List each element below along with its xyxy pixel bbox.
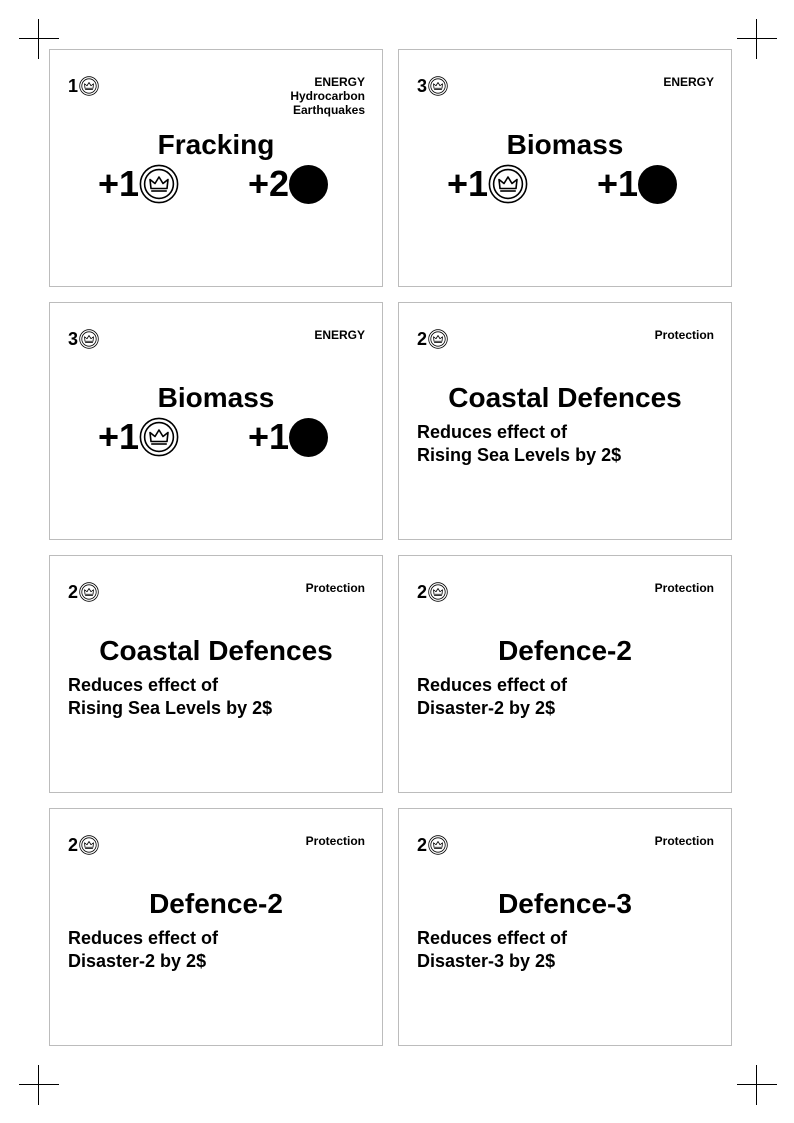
- card-title: Biomass: [506, 129, 624, 160]
- effect-resource: +2: [248, 162, 329, 206]
- card-category: ENERGY: [663, 75, 714, 89]
- card-cost: 1: [68, 76, 99, 96]
- card-cost: 2: [417, 329, 448, 349]
- crown-coin-icon: [428, 76, 448, 96]
- card-effects: +1 +2: [50, 162, 382, 206]
- category-label: ENERGY: [663, 75, 714, 89]
- category-label: Protection: [654, 581, 714, 595]
- card-cost: 2: [68, 582, 99, 602]
- card-effects: +1 +1: [399, 162, 731, 206]
- effect-value: +1: [98, 416, 140, 457]
- crown-coin-icon: [428, 835, 448, 855]
- card-defence-2: 2 Protection Defence-2 Reduces effect of…: [398, 555, 732, 793]
- effect-value: +1: [447, 163, 489, 204]
- cost-value: 1: [68, 76, 79, 96]
- card-description: Reduces effect of Rising Sea Levels by 2…: [417, 421, 621, 467]
- card-category: Protection: [655, 834, 714, 848]
- card-fracking: 1 ENERGY Hydrocarbon Earthquakes Frackin…: [49, 49, 383, 287]
- card-coastal-defences: 2 Protection Coastal Defences Reduces ef…: [398, 302, 732, 540]
- card-defence-2: 2 Protection Defence-2 Reduces effect of…: [49, 808, 383, 1046]
- cost-value: 2: [68, 582, 79, 602]
- effect-resource: +1: [248, 415, 329, 459]
- card-biomass: 3 ENERGY Biomass +1 +1: [49, 302, 383, 540]
- category-label: Protection: [654, 834, 714, 848]
- cost-value: 3: [417, 76, 428, 96]
- cost-value: 2: [68, 835, 79, 855]
- black-dot-icon: [289, 164, 329, 204]
- card-title: Defence-3: [498, 888, 632, 919]
- card-cost: 2: [417, 582, 448, 602]
- description-line: Reduces effect of: [68, 928, 219, 948]
- card-description: Reduces effect of Disaster-3 by 2$: [417, 927, 567, 973]
- effect-coin: +1: [447, 162, 528, 206]
- card-category: ENERGY: [314, 328, 365, 342]
- description-line: Disaster-3 by 2$: [417, 951, 556, 971]
- crown-coin-icon: [428, 582, 448, 602]
- crown-coin-icon: [428, 329, 448, 349]
- description-line: Disaster-2 by 2$: [68, 951, 207, 971]
- cost-value: 3: [68, 329, 79, 349]
- crown-coin-icon: [139, 417, 179, 457]
- black-dot-icon: [638, 164, 678, 204]
- crop-mark-bottom-right: [737, 1065, 777, 1105]
- crown-coin-icon: [488, 164, 528, 204]
- category-label: ENERGY: [314, 328, 365, 342]
- effect-value: +2: [248, 163, 290, 204]
- card-description: Reduces effect of Disaster-2 by 2$: [68, 927, 218, 973]
- effect-value: +1: [597, 163, 639, 204]
- description-line: Reduces effect of: [417, 422, 568, 442]
- card-description: Reduces effect of Rising Sea Levels by 2…: [68, 674, 272, 720]
- effect-coin: +1: [98, 415, 179, 459]
- category-label: Protection: [305, 581, 365, 595]
- card-biomass: 3 ENERGY Biomass +1 +1: [398, 49, 732, 287]
- description-line: Reduces effect of: [68, 675, 219, 695]
- card-title: Coastal Defences: [99, 635, 333, 666]
- card-cost: 2: [417, 835, 448, 855]
- cost-value: 2: [417, 835, 428, 855]
- description-line: Disaster-2 by 2$: [417, 698, 556, 718]
- card-cost: 3: [68, 329, 99, 349]
- card-title: Defence-2: [149, 888, 283, 919]
- effect-resource: +1: [597, 162, 678, 206]
- effect-coin: +1: [98, 162, 179, 206]
- effect-value: +1: [248, 416, 290, 457]
- card-cost: 2: [68, 835, 99, 855]
- crown-coin-icon: [79, 582, 99, 602]
- cost-value: 2: [417, 582, 428, 602]
- category-label: ENERGY: [314, 75, 365, 89]
- category-label: Protection: [654, 328, 714, 342]
- black-dot-icon: [289, 417, 329, 457]
- card-coastal-defences: 2 Protection Coastal Defences Reduces ef…: [49, 555, 383, 793]
- crown-coin-icon: [79, 329, 99, 349]
- card-category: Protection: [655, 328, 714, 342]
- card-description: Reduces effect of Disaster-2 by 2$: [417, 674, 567, 720]
- card-defence-3: 2 Protection Defence-3 Reduces effect of…: [398, 808, 732, 1046]
- card-category: ENERGY Hydrocarbon Earthquakes: [290, 75, 365, 117]
- card-cost: 3: [417, 76, 448, 96]
- card-title: Biomass: [157, 382, 275, 413]
- crop-mark-bottom-left: [19, 1065, 59, 1105]
- crown-coin-icon: [139, 164, 179, 204]
- crown-coin-icon: [79, 76, 99, 96]
- category-subtype: Hydrocarbon: [290, 89, 365, 103]
- card-category: Protection: [655, 581, 714, 595]
- card-title: Coastal Defences: [448, 382, 682, 413]
- card-title: Defence-2: [498, 635, 632, 666]
- effect-value: +1: [98, 163, 140, 204]
- description-line: Rising Sea Levels by 2$: [417, 445, 622, 465]
- description-line: Rising Sea Levels by 2$: [68, 698, 273, 718]
- card-category: Protection: [306, 581, 365, 595]
- description-line: Reduces effect of: [417, 928, 568, 948]
- crop-mark-top-right: [737, 19, 777, 59]
- crown-coin-icon: [79, 835, 99, 855]
- category-hazard: Earthquakes: [292, 103, 365, 117]
- category-label: Protection: [305, 834, 365, 848]
- crop-mark-top-left: [19, 19, 59, 59]
- cost-value: 2: [417, 329, 428, 349]
- card-title: Fracking: [157, 129, 275, 160]
- description-line: Reduces effect of: [417, 675, 568, 695]
- card-effects: +1 +1: [50, 415, 382, 459]
- card-category: Protection: [306, 834, 365, 848]
